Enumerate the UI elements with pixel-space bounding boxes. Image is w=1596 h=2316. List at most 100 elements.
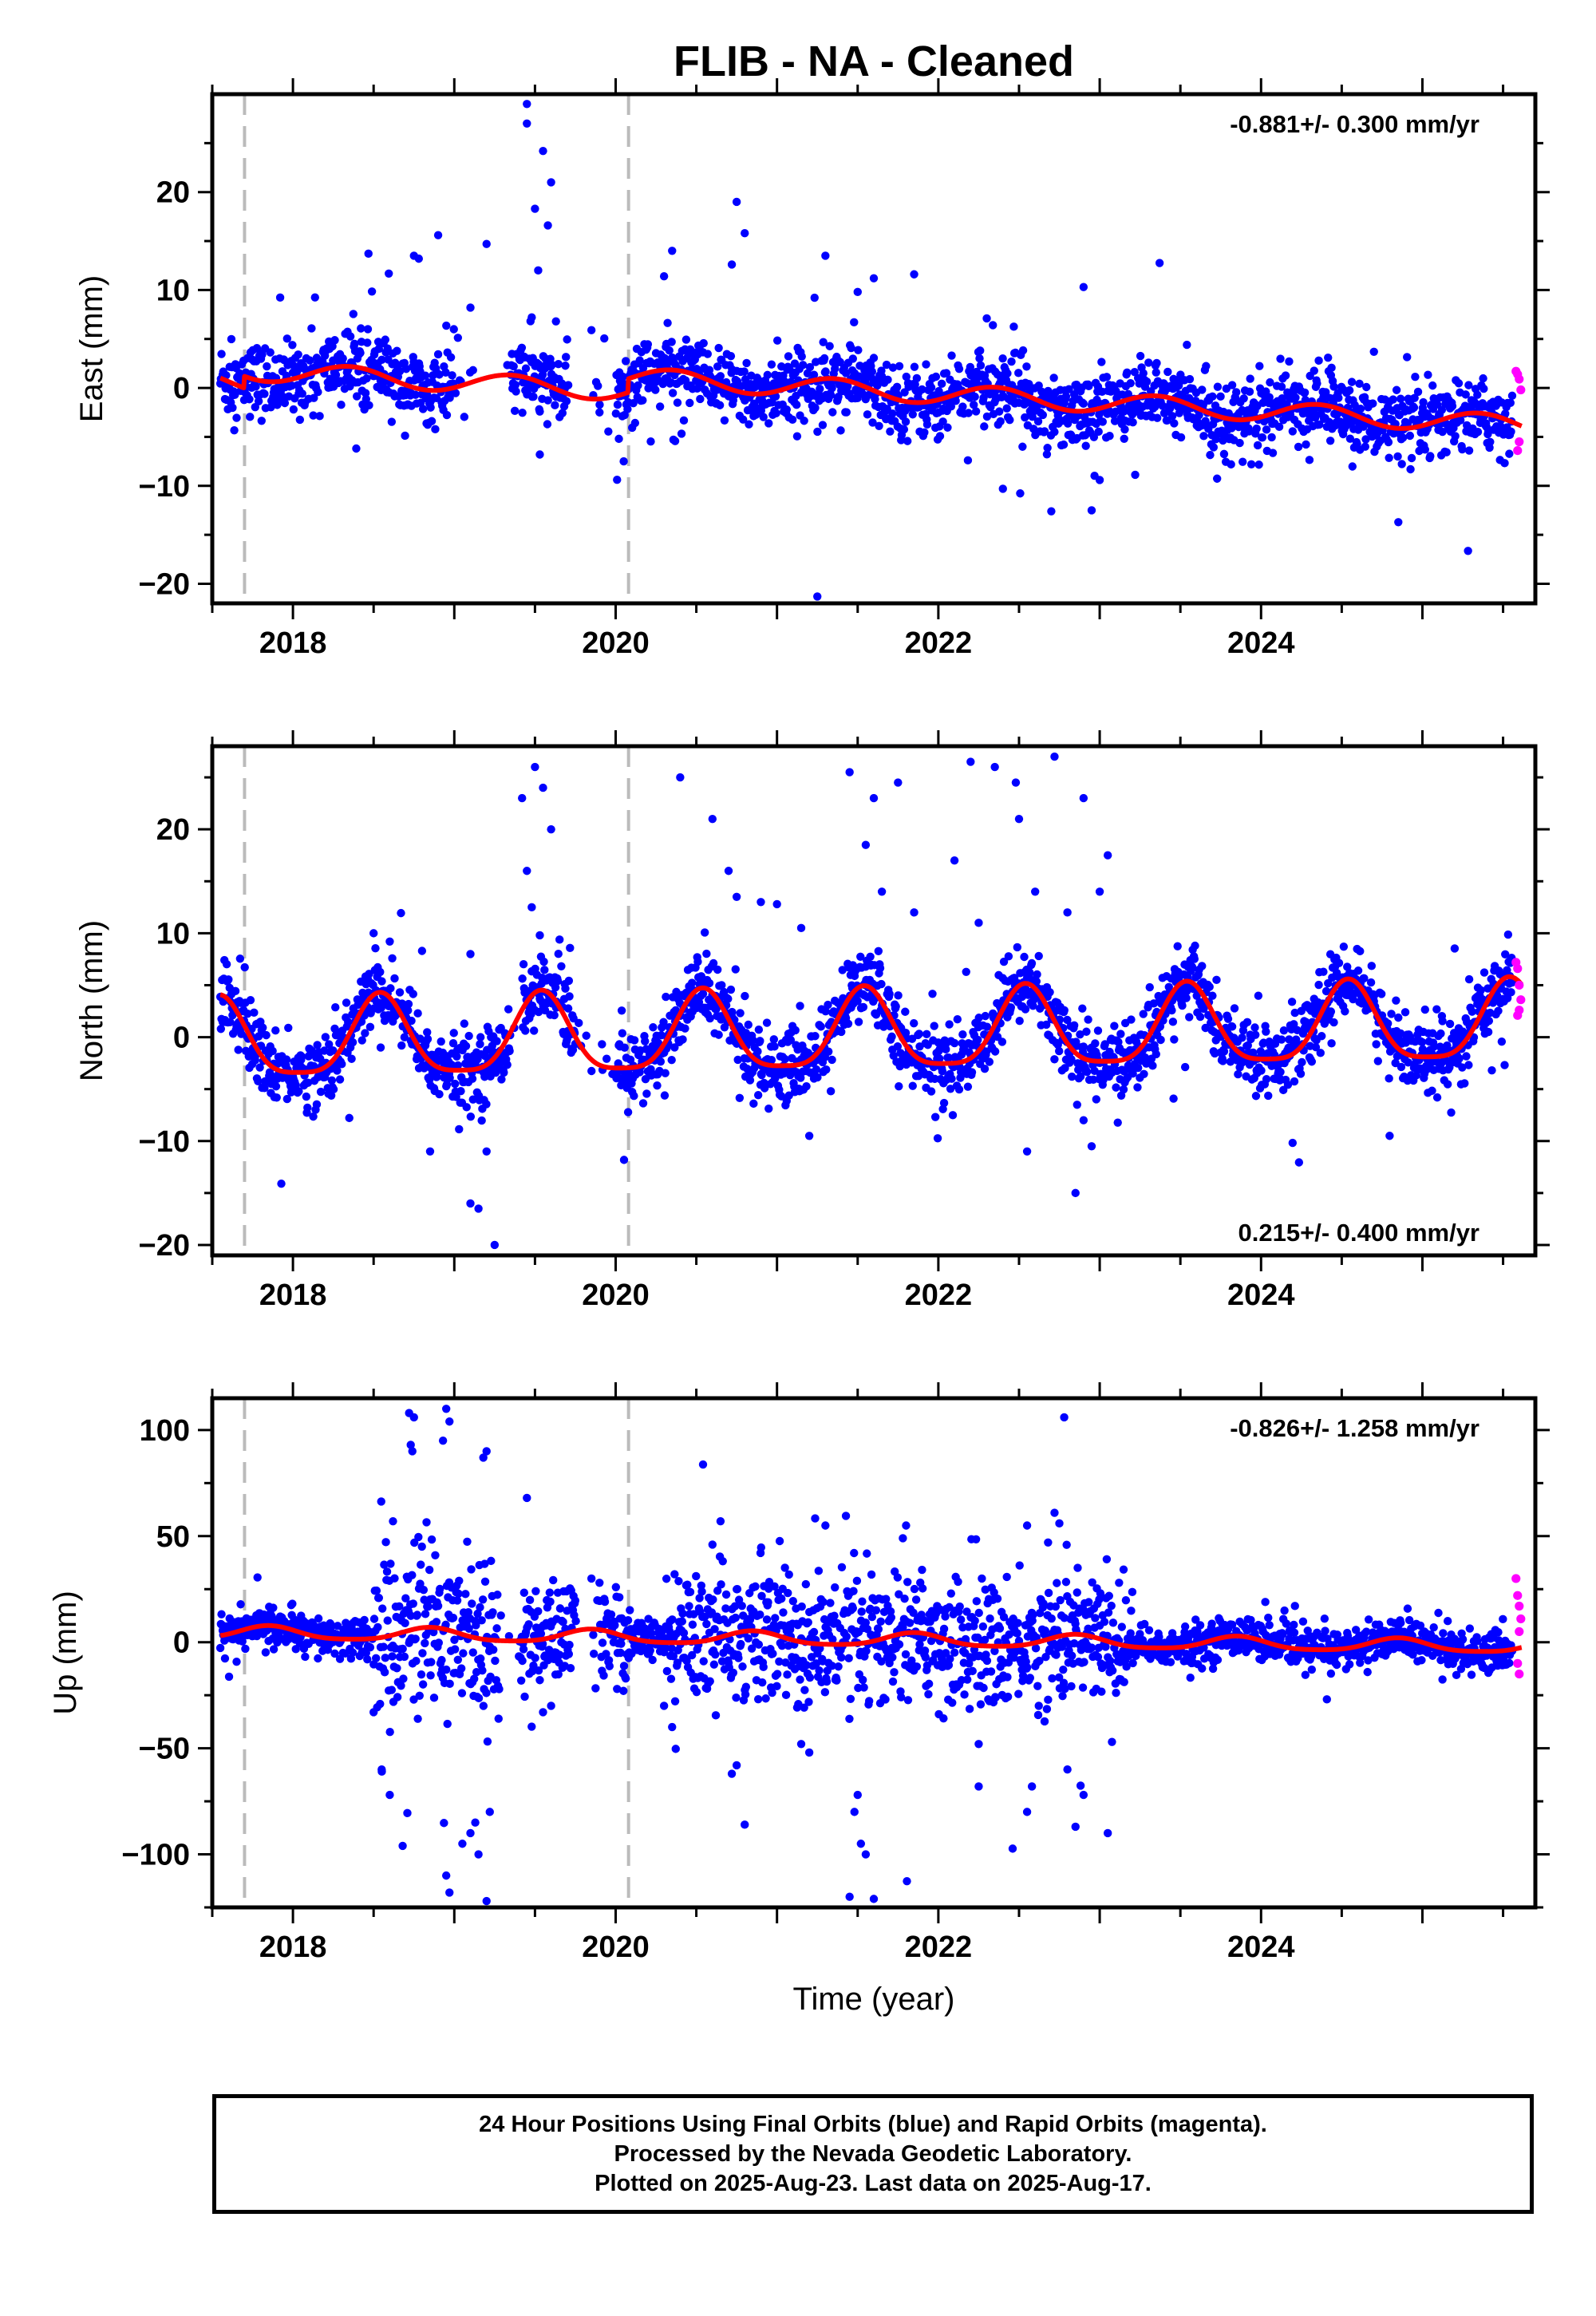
final-orbit-point xyxy=(821,251,830,260)
final-orbit-point xyxy=(1139,1010,1148,1018)
final-orbit-point xyxy=(1329,1018,1338,1027)
final-orbit-point xyxy=(1149,999,1159,1008)
final-orbit-point xyxy=(792,401,801,409)
final-orbit-point xyxy=(1274,422,1284,432)
final-orbit-point xyxy=(1116,1030,1125,1038)
final-orbit-point xyxy=(732,197,741,207)
final-orbit-point xyxy=(946,402,956,411)
final-orbit-point xyxy=(539,957,548,966)
final-orbit-point xyxy=(667,338,676,346)
x-tick-label: 2024 xyxy=(1227,626,1295,660)
final-orbit-point xyxy=(646,437,655,446)
final-orbit-point xyxy=(1212,975,1221,985)
final-orbit-point xyxy=(434,1638,444,1647)
final-orbit-point xyxy=(1043,444,1052,453)
final-orbit-point xyxy=(346,332,355,341)
final-orbit-point xyxy=(446,353,456,362)
final-orbit-point xyxy=(235,954,245,963)
final-orbit-point xyxy=(643,340,653,349)
final-orbit-point xyxy=(377,977,386,986)
final-orbit-point xyxy=(944,1053,954,1062)
final-orbit-point xyxy=(863,410,872,419)
final-orbit-point xyxy=(1145,982,1154,992)
final-orbit-point xyxy=(1302,440,1310,449)
final-orbit-point xyxy=(482,239,491,248)
final-orbit-point xyxy=(1254,460,1263,469)
final-orbit-point xyxy=(1411,373,1420,381)
final-orbit-point xyxy=(1251,1030,1260,1039)
final-orbit-point xyxy=(679,416,689,425)
final-orbit-point xyxy=(215,1643,225,1653)
final-orbit-point xyxy=(1245,427,1254,436)
final-orbit-point xyxy=(1202,362,1211,370)
final-orbit-point xyxy=(272,1093,281,1102)
plot-area xyxy=(215,746,1526,1255)
final-orbit-point xyxy=(1079,793,1088,803)
final-orbit-point xyxy=(668,389,678,397)
final-orbit-point xyxy=(971,407,981,416)
final-orbit-point xyxy=(491,1656,500,1666)
final-orbit-point xyxy=(545,1588,555,1597)
final-orbit-point xyxy=(408,1571,417,1579)
final-orbit-point xyxy=(1110,1022,1119,1030)
final-orbit-point xyxy=(505,1046,514,1056)
rapid-orbit-point xyxy=(1515,374,1524,384)
final-orbit-point xyxy=(1377,990,1386,998)
final-orbit-point xyxy=(1187,962,1197,971)
final-orbit-point xyxy=(895,362,904,371)
final-orbit-point xyxy=(331,1003,340,1012)
final-orbit-point xyxy=(216,1025,226,1034)
final-orbit-point xyxy=(1321,388,1330,397)
final-orbit-point xyxy=(1283,1080,1293,1089)
final-orbit-point xyxy=(867,367,877,376)
final-orbit-point xyxy=(427,1658,436,1666)
final-orbit-point xyxy=(483,1737,492,1746)
final-orbit-point xyxy=(327,1076,337,1085)
final-orbit-point xyxy=(227,334,236,344)
final-orbit-point xyxy=(613,476,622,484)
final-orbit-point xyxy=(302,1092,311,1101)
final-orbit-point xyxy=(1264,1091,1273,1101)
final-orbit-point xyxy=(418,1680,428,1689)
final-orbit-point xyxy=(809,370,819,379)
final-orbit-point xyxy=(910,1019,918,1028)
final-orbit-point xyxy=(479,1701,488,1710)
final-orbit-point xyxy=(769,1035,779,1044)
final-orbit-point xyxy=(1385,453,1393,462)
final-orbit-point xyxy=(1396,394,1405,403)
final-orbit-point xyxy=(1356,405,1365,413)
final-orbit-point xyxy=(297,1052,306,1061)
final-orbit-point xyxy=(1219,1047,1229,1056)
final-orbit-point xyxy=(511,381,520,389)
final-orbit-point xyxy=(1345,434,1355,443)
final-orbit-point xyxy=(1227,1022,1237,1031)
final-orbit-point xyxy=(1392,996,1400,1005)
final-orbit-point xyxy=(527,313,536,322)
final-orbit-point xyxy=(1266,377,1274,387)
final-orbit-point xyxy=(843,381,852,391)
final-orbit-point xyxy=(922,420,932,429)
x-tick-label: 2018 xyxy=(259,1279,327,1312)
final-orbit-point xyxy=(1253,441,1262,450)
final-orbit-point xyxy=(563,335,571,344)
final-orbit-point xyxy=(820,354,829,363)
final-orbit-point xyxy=(414,1532,423,1542)
rapid-orbit-point xyxy=(1515,437,1524,447)
final-orbit-point xyxy=(487,1556,496,1566)
final-orbit-point xyxy=(714,343,723,353)
final-orbit-point xyxy=(1050,1055,1059,1064)
final-orbit-point xyxy=(788,415,797,425)
final-orbit-point xyxy=(217,1610,226,1618)
final-orbit-point xyxy=(1406,464,1415,474)
final-orbit-point xyxy=(561,362,570,370)
final-orbit-point xyxy=(892,382,902,392)
final-orbit-point xyxy=(895,1081,903,1091)
final-orbit-point xyxy=(1462,1052,1471,1061)
final-orbit-point xyxy=(365,401,373,410)
final-orbit-point xyxy=(314,1654,322,1663)
final-orbit-point xyxy=(964,409,973,417)
final-orbit-point xyxy=(342,998,351,1007)
final-orbit-point xyxy=(901,417,911,426)
final-orbit-point xyxy=(811,1032,820,1041)
final-orbit-point xyxy=(782,405,792,414)
